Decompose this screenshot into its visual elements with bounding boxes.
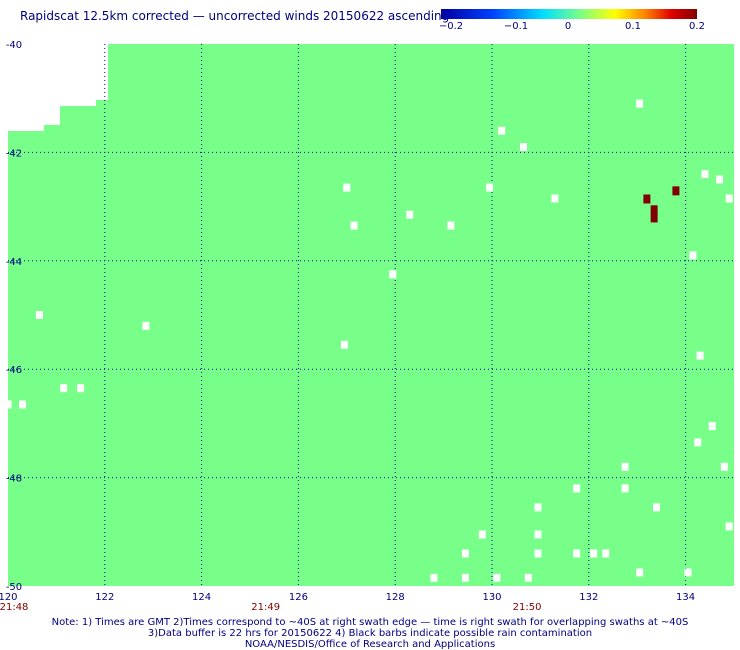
wind-diff-cell xyxy=(650,213,658,223)
missing-cell xyxy=(534,503,542,512)
colorbar-tick-label: −0.2 xyxy=(438,21,464,32)
missing-cell xyxy=(524,573,532,582)
time-label: 21:48 xyxy=(0,602,28,612)
lon-tick-label: 120 xyxy=(0,592,18,603)
missing-cell xyxy=(461,549,469,558)
missing-cell xyxy=(77,384,85,393)
missing-cell xyxy=(461,573,469,582)
missing-cell xyxy=(406,210,414,219)
lon-tick-label: 132 xyxy=(579,592,598,603)
missing-cell xyxy=(486,183,494,192)
notes-line-3: NOAA/NESDIS/Office of Research and Appli… xyxy=(244,639,496,650)
missing-cell xyxy=(701,170,709,179)
notes-line-1: Note: 1) Times are GMT 2)Times correspon… xyxy=(51,617,689,628)
missing-cell xyxy=(684,568,692,577)
lat-tick-label: -46 xyxy=(6,365,22,376)
missing-cell xyxy=(142,321,150,330)
missing-cell xyxy=(725,522,733,531)
missing-cell xyxy=(35,311,43,319)
missing-cell xyxy=(573,484,581,493)
time-label: 21:50 xyxy=(513,602,542,612)
missing-cell xyxy=(350,221,358,230)
lat-tick-label: -44 xyxy=(6,257,22,268)
lon-tick-label: 134 xyxy=(676,592,695,603)
lon-tick-label: 130 xyxy=(482,592,501,603)
wind-diff-cell xyxy=(650,205,658,215)
lon-tick-label: 122 xyxy=(95,592,114,603)
missing-cell xyxy=(708,422,716,431)
missing-cell xyxy=(340,340,348,349)
missing-cell xyxy=(19,400,27,409)
lat-tick-label: -50 xyxy=(6,582,22,593)
missing-cell xyxy=(534,549,542,558)
lon-tick-label: 124 xyxy=(192,592,211,603)
missing-cell xyxy=(621,462,629,471)
wind-diff-cell xyxy=(643,194,651,204)
missing-cell xyxy=(343,183,351,192)
lon-tick-label: 128 xyxy=(386,592,405,603)
notes-line-2: 3)Data buffer is 22 hrs for 20150622 4) … xyxy=(147,628,593,639)
lat-tick-label: -40 xyxy=(6,40,22,51)
missing-cell xyxy=(498,126,506,135)
missing-cell xyxy=(478,530,486,539)
colorbar-gradient xyxy=(441,9,697,19)
colorbar xyxy=(441,9,697,19)
time-label: 21:49 xyxy=(251,602,280,612)
missing-cell xyxy=(447,221,455,230)
missing-cell xyxy=(689,251,697,260)
missing-cell xyxy=(4,400,12,409)
lon-tick-label: 126 xyxy=(289,592,308,603)
missing-cell xyxy=(573,549,581,558)
missing-cell xyxy=(493,573,501,582)
map-background xyxy=(8,44,734,586)
missing-cell xyxy=(636,568,644,577)
missing-cell xyxy=(389,270,397,279)
missing-data-region xyxy=(8,44,108,131)
missing-cell xyxy=(621,484,629,493)
lat-tick-label: -48 xyxy=(6,474,22,485)
missing-cell xyxy=(602,549,610,558)
missing-cell xyxy=(534,530,542,539)
missing-cell xyxy=(725,194,733,203)
colorbar-tick-label: 0.2 xyxy=(689,21,705,32)
missing-cell xyxy=(694,438,702,447)
missing-cell xyxy=(653,503,661,512)
colorbar-tick-label: 0 xyxy=(564,21,572,32)
missing-cell xyxy=(590,549,598,558)
missing-cell xyxy=(720,462,728,471)
map-title: Rapidscat 12.5km corrected — uncorrected… xyxy=(20,9,450,23)
missing-cell xyxy=(715,175,723,184)
graticule xyxy=(8,44,734,586)
colorbar-tick-label: −0.1 xyxy=(503,21,529,32)
missing-cell xyxy=(430,573,438,582)
wind-diff-cell xyxy=(672,186,680,196)
missing-cell xyxy=(60,384,68,393)
missing-cell xyxy=(519,142,527,151)
missing-cell xyxy=(696,351,704,360)
missing-cell xyxy=(636,99,644,108)
data-cells xyxy=(4,99,733,582)
lat-tick-label: -42 xyxy=(6,148,22,159)
missing-cell xyxy=(551,194,559,203)
colorbar-tick-label: 0.1 xyxy=(625,21,641,32)
